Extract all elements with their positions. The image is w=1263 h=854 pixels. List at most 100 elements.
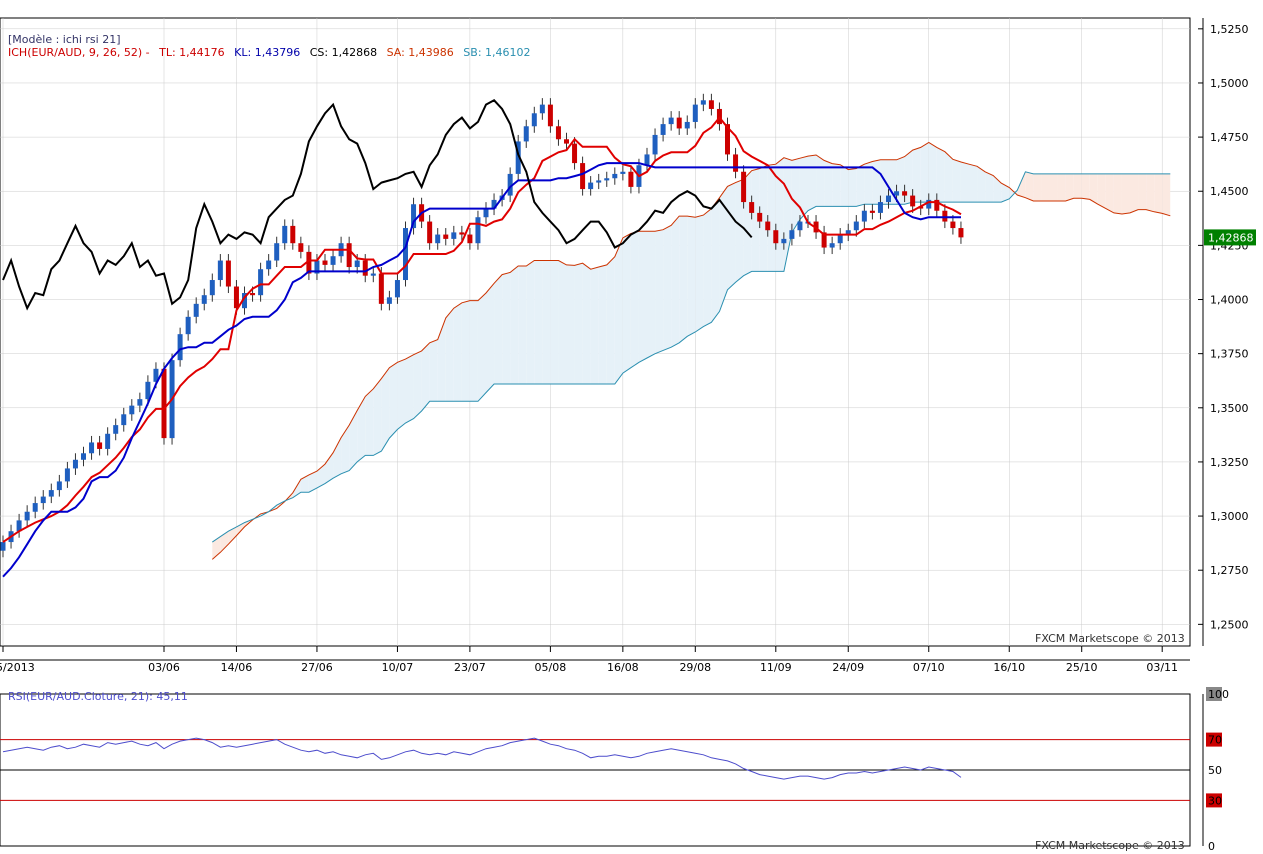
cloud-bearish <box>1017 171 1026 198</box>
candle-bullish <box>217 260 223 281</box>
candle-bearish <box>250 293 256 296</box>
cloud-bearish <box>236 522 245 536</box>
tenkan-line <box>2 116 962 543</box>
candle-bullish <box>330 256 336 265</box>
candle-bullish <box>113 425 119 434</box>
model-text: [Modèle : ichi rsi 21] <box>8 33 121 46</box>
candle-bearish <box>298 243 304 252</box>
candle-bullish <box>242 293 247 309</box>
candle-bearish <box>97 442 103 449</box>
cloud-bullish <box>767 164 776 272</box>
cloud-bullish <box>510 265 519 384</box>
senkou-a-value: SA: 1,43986 <box>386 46 454 59</box>
cloud-bullish <box>1001 183 1010 203</box>
x-tick-label: 03/11 <box>1146 661 1178 674</box>
cloud-bullish <box>405 354 414 423</box>
candle-bearish <box>821 232 827 248</box>
cloud-bullish <box>349 410 358 471</box>
candle-bullish <box>789 230 795 239</box>
candle-bullish <box>282 225 288 244</box>
cloud-bullish <box>365 388 374 456</box>
rsi-level-tag <box>1206 732 1222 747</box>
cloud-bullish <box>445 308 454 402</box>
candle-bullish <box>354 260 360 268</box>
y-tick-label: 1,2500 <box>1210 618 1249 631</box>
candle-bullish <box>644 154 650 166</box>
cloud-bullish <box>316 464 325 488</box>
candle-bearish <box>346 243 352 268</box>
cloud-bearish <box>1033 173 1042 201</box>
cloud-bullish <box>606 256 615 384</box>
tenkan-value: TL: 1,44176 <box>159 46 225 59</box>
x-tick-label: 16/10 <box>993 661 1025 674</box>
cloud-bullish <box>751 168 760 272</box>
candle-bullish <box>612 173 618 179</box>
cloud-bearish <box>1162 173 1171 216</box>
rsi-line <box>2 737 962 780</box>
cloud-bullish <box>526 260 535 384</box>
candle-bullish <box>877 202 883 213</box>
indicator-name: ICH(EUR/AUD, 9, 26, 52) - <box>8 46 150 59</box>
kijun-value: KL: 1,43796 <box>234 46 301 59</box>
cloud-bullish <box>325 452 334 484</box>
cloud-bullish <box>300 474 309 493</box>
cloud-bullish <box>799 156 808 220</box>
candle-bullish <box>684 121 690 129</box>
candle-bullish <box>258 269 264 296</box>
candle-bullish <box>145 381 151 400</box>
main-watermark: FXCM Marketscope © 2013 <box>1035 632 1185 645</box>
cloud-bullish <box>703 208 712 327</box>
y-tick-label: 1,3000 <box>1210 510 1249 523</box>
candle-bullish <box>0 542 6 551</box>
x-tick-label: 23/07 <box>454 661 486 674</box>
cloud-bullish <box>791 158 800 233</box>
candle-bearish <box>306 251 312 274</box>
y-tick-label: 1,3500 <box>1210 402 1249 415</box>
cloud-bullish <box>872 159 881 205</box>
candle-bullish <box>451 232 457 239</box>
x-tick-label: 11/09 <box>760 661 792 674</box>
cloud-bullish <box>421 342 430 412</box>
rsi-level-tag <box>1206 687 1222 701</box>
candle-bullish <box>72 459 78 469</box>
candle-bearish <box>362 260 368 276</box>
y-tick-label: 1,4000 <box>1210 294 1249 307</box>
candle-bullish <box>40 496 46 504</box>
cloud-bullish <box>469 300 478 402</box>
candle-bearish <box>378 273 384 304</box>
candle-bearish <box>741 171 747 203</box>
candle-bullish <box>531 113 537 127</box>
candle-bearish <box>572 143 578 164</box>
cloud-bullish <box>518 265 527 384</box>
cloud-bearish <box>1154 173 1163 214</box>
candle-bullish <box>177 334 183 361</box>
cloud-bullish <box>590 267 599 384</box>
candle-bullish <box>700 100 706 105</box>
cloud-bearish <box>228 526 237 545</box>
candle-bearish <box>958 228 964 238</box>
candle-bullish <box>515 141 521 174</box>
cloud-bullish <box>719 186 728 312</box>
candle-bullish <box>129 405 135 415</box>
cloud-bearish <box>1121 173 1130 214</box>
candle-bullish <box>604 178 610 181</box>
candle-bearish <box>765 221 771 231</box>
model-label: [Modèle : ichi rsi 21] <box>8 33 127 46</box>
candle-bullish <box>274 243 280 261</box>
candle-bullish <box>926 199 932 209</box>
cloud-bullish <box>944 151 953 203</box>
candle-bearish <box>580 163 586 190</box>
cloud-bullish <box>671 216 680 348</box>
rsi-level-label: 70 <box>1208 734 1222 747</box>
cloud-bullish <box>824 160 833 207</box>
candle-bullish <box>692 104 698 122</box>
candle-bearish <box>459 232 465 235</box>
candle-bullish <box>886 195 891 203</box>
candle-bullish <box>153 368 159 382</box>
cloud-bullish <box>413 350 422 419</box>
candle-bullish <box>861 210 867 222</box>
cloud-bullish <box>486 283 495 393</box>
cloud-bullish <box>542 260 551 384</box>
